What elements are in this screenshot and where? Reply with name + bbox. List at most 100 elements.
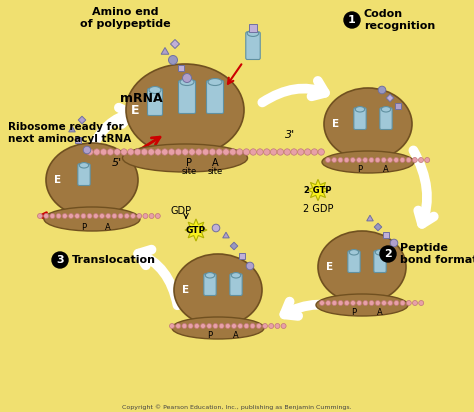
- Circle shape: [155, 149, 161, 155]
- Text: Codon
recognition: Codon recognition: [364, 9, 435, 31]
- Circle shape: [338, 157, 343, 162]
- Text: P: P: [82, 223, 87, 232]
- FancyArrowPatch shape: [262, 81, 325, 103]
- Circle shape: [332, 157, 337, 162]
- Circle shape: [246, 262, 254, 270]
- Text: site: site: [182, 167, 197, 176]
- FancyBboxPatch shape: [246, 32, 260, 59]
- Text: E: E: [327, 262, 334, 272]
- Circle shape: [112, 213, 117, 218]
- Text: 1: 1: [348, 15, 356, 25]
- Circle shape: [243, 149, 250, 155]
- Circle shape: [207, 323, 212, 328]
- Circle shape: [196, 149, 202, 155]
- Circle shape: [83, 146, 91, 154]
- Circle shape: [75, 213, 80, 218]
- Ellipse shape: [349, 250, 359, 255]
- Ellipse shape: [381, 107, 391, 112]
- Text: P: P: [186, 158, 192, 168]
- Text: 3': 3': [285, 130, 295, 140]
- Ellipse shape: [172, 317, 264, 339]
- Circle shape: [107, 149, 114, 155]
- Circle shape: [100, 213, 104, 218]
- Circle shape: [168, 56, 177, 65]
- Ellipse shape: [208, 79, 222, 86]
- Circle shape: [318, 149, 324, 155]
- Circle shape: [369, 300, 374, 306]
- Circle shape: [189, 149, 195, 155]
- Text: E: E: [131, 103, 139, 117]
- Text: 2 GTP: 2 GTP: [304, 185, 332, 194]
- Circle shape: [250, 149, 256, 155]
- Circle shape: [425, 157, 430, 162]
- Circle shape: [375, 300, 380, 306]
- Text: Translocation: Translocation: [72, 255, 156, 265]
- Circle shape: [382, 300, 386, 306]
- Text: E: E: [182, 285, 190, 295]
- Circle shape: [275, 323, 280, 328]
- Circle shape: [381, 157, 386, 162]
- Ellipse shape: [122, 144, 247, 172]
- Circle shape: [170, 323, 174, 328]
- Circle shape: [201, 323, 206, 328]
- Circle shape: [363, 157, 368, 162]
- Polygon shape: [307, 179, 328, 201]
- Circle shape: [124, 213, 129, 218]
- Circle shape: [93, 213, 98, 218]
- Circle shape: [216, 149, 222, 155]
- Circle shape: [406, 157, 411, 162]
- Circle shape: [87, 149, 93, 155]
- Text: 2 GDP: 2 GDP: [303, 204, 333, 214]
- Text: 2: 2: [384, 249, 392, 259]
- Circle shape: [388, 157, 392, 162]
- Circle shape: [344, 157, 349, 162]
- Circle shape: [209, 149, 216, 155]
- Circle shape: [149, 213, 154, 218]
- Circle shape: [388, 300, 392, 306]
- Circle shape: [212, 224, 220, 232]
- Circle shape: [326, 157, 330, 162]
- Circle shape: [378, 86, 386, 94]
- FancyBboxPatch shape: [179, 80, 195, 113]
- Circle shape: [264, 149, 270, 155]
- Circle shape: [87, 213, 92, 218]
- Circle shape: [412, 157, 417, 162]
- FancyBboxPatch shape: [348, 251, 360, 272]
- Ellipse shape: [356, 107, 365, 112]
- Circle shape: [363, 300, 368, 306]
- Circle shape: [357, 300, 362, 306]
- Ellipse shape: [149, 87, 161, 94]
- FancyBboxPatch shape: [354, 108, 366, 129]
- Circle shape: [350, 300, 356, 306]
- Circle shape: [256, 323, 261, 328]
- Circle shape: [344, 300, 349, 306]
- Circle shape: [225, 323, 230, 328]
- Circle shape: [229, 149, 236, 155]
- Polygon shape: [185, 219, 207, 241]
- Circle shape: [202, 149, 209, 155]
- Circle shape: [118, 213, 123, 218]
- Circle shape: [406, 300, 411, 306]
- Circle shape: [419, 157, 423, 162]
- Text: A: A: [105, 223, 111, 232]
- Text: Amino end
of polypeptide: Amino end of polypeptide: [80, 7, 170, 28]
- FancyBboxPatch shape: [204, 274, 216, 295]
- Circle shape: [44, 213, 49, 218]
- FancyBboxPatch shape: [78, 164, 90, 185]
- Text: P: P: [208, 331, 212, 340]
- Circle shape: [380, 246, 396, 262]
- Ellipse shape: [324, 88, 412, 160]
- Circle shape: [344, 12, 360, 28]
- Ellipse shape: [375, 250, 385, 255]
- Text: P: P: [357, 165, 363, 174]
- Circle shape: [175, 149, 182, 155]
- Circle shape: [52, 252, 68, 268]
- Circle shape: [304, 149, 311, 155]
- Circle shape: [394, 157, 399, 162]
- Circle shape: [298, 149, 304, 155]
- FancyArrowPatch shape: [91, 108, 131, 150]
- Circle shape: [114, 149, 120, 155]
- Ellipse shape: [322, 151, 414, 173]
- Circle shape: [326, 300, 331, 306]
- Circle shape: [81, 213, 86, 218]
